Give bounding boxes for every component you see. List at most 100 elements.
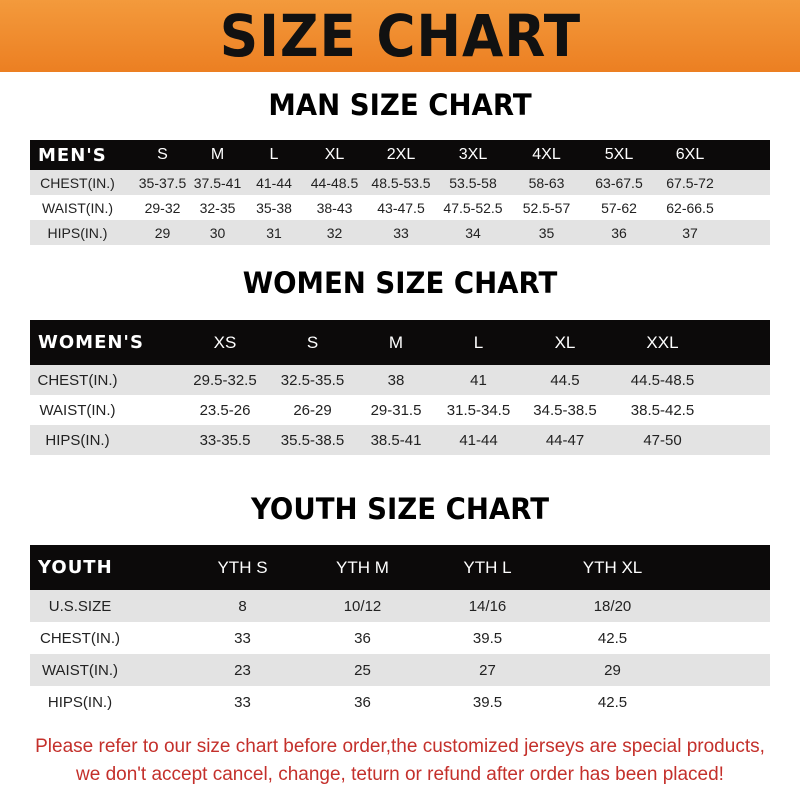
table-cell: 36 bbox=[354, 629, 371, 647]
table-cell: 31.5-34.5 bbox=[446, 401, 511, 419]
table-cell: 33-35.5 bbox=[199, 431, 251, 449]
table-cell: 39.5 bbox=[472, 693, 503, 711]
table-cell: 67.5-72 bbox=[666, 174, 714, 191]
size-column-header: YTH L bbox=[463, 557, 512, 577]
table-cell: 35.5-38.5 bbox=[280, 431, 345, 449]
table-cell: 58-63 bbox=[528, 174, 565, 191]
table-cell: 35-37.5 bbox=[138, 174, 187, 191]
row-label: CHEST(IN.) bbox=[37, 371, 118, 389]
table-header-row: MEN'S S M L XL 2XL 3XL 4XL 5XL 6XL bbox=[30, 140, 770, 170]
table-header-row: YOUTH YTH S YTH M YTH L YTH XL bbox=[30, 545, 770, 590]
table-cell: 42.5 bbox=[597, 629, 628, 647]
size-column-header: L bbox=[269, 146, 279, 163]
table-cell: 44-47 bbox=[545, 431, 585, 449]
table-cell: 39.5 bbox=[472, 629, 503, 647]
table-row: HIPS(IN.) 33-35.5 35.5-38.5 38.5-41 41-44 44-… bbox=[30, 425, 770, 455]
table-cell: 38 bbox=[387, 371, 405, 389]
table-cell: 29.5-32.5 bbox=[193, 371, 257, 389]
men-size-table: MEN'S S M L XL 2XL 3XL 4XL 5XL 6XL CHEST(IN.) 35-37… bbox=[30, 140, 770, 245]
table-cell: 62-66.5 bbox=[666, 199, 714, 216]
table-cell: 36 bbox=[611, 224, 627, 241]
title-banner: SIZE CHART bbox=[0, 0, 800, 72]
table-cell: 32 bbox=[326, 224, 343, 241]
table-cell: 44.5-48.5 bbox=[630, 371, 695, 389]
youth-section-title: YOUTH SIZE CHART bbox=[250, 492, 550, 526]
table-cell: 41-44 bbox=[459, 431, 498, 449]
table-cell: 31 bbox=[266, 224, 282, 241]
notice-line-1: Please refer to our size chart before or… bbox=[35, 736, 765, 757]
table-cell: 14/16 bbox=[468, 597, 507, 615]
women-size-table: WOMEN'S XS S M L XL XXL CHEST(IN.) 29.5-32.5 32.5… bbox=[30, 320, 770, 455]
table-cell: 57-62 bbox=[601, 199, 637, 216]
row-label: HIPS(IN.) bbox=[47, 224, 108, 241]
table-cell: 42.5 bbox=[597, 693, 628, 711]
table-cell: 38.5-41 bbox=[370, 431, 422, 449]
table-row: U.S.SIZE 8 10/12 14/16 18/20 bbox=[30, 590, 770, 622]
size-column-header: XL bbox=[324, 146, 345, 163]
men-section-title: MAN SIZE CHART bbox=[268, 88, 532, 122]
row-label: U.S.SIZE bbox=[48, 597, 112, 615]
table-header-label: WOMEN'S bbox=[38, 332, 144, 353]
table-cell: 34.5-38.5 bbox=[533, 401, 597, 419]
table-cell: 47.5-52.5 bbox=[443, 199, 503, 216]
size-column-header: XL bbox=[554, 332, 576, 352]
table-cell: 26-29 bbox=[293, 401, 332, 419]
table-header-label: YOUTH bbox=[38, 557, 113, 578]
size-column-header: M bbox=[388, 332, 404, 352]
table-cell: 44.5 bbox=[550, 371, 580, 389]
table-cell: 29 bbox=[154, 224, 171, 241]
table-cell: 41 bbox=[470, 371, 487, 389]
table-cell: 48.5-53.5 bbox=[371, 174, 431, 191]
table-cell: 29-32 bbox=[144, 199, 181, 216]
page-title: SIZE CHART bbox=[219, 2, 581, 70]
table-row: WAIST(IN.) 23 25 27 29 bbox=[30, 654, 770, 686]
table-cell: 8 bbox=[238, 597, 247, 615]
table-cell: 35 bbox=[538, 224, 555, 241]
table-cell: 25 bbox=[354, 661, 371, 679]
table-cell: 36 bbox=[354, 693, 371, 711]
size-column-header: 3XL bbox=[458, 146, 488, 163]
table-cell: 23 bbox=[234, 661, 251, 679]
table-cell: 32-35 bbox=[199, 199, 236, 216]
size-column-header: 6XL bbox=[675, 146, 705, 163]
size-column-header: 4XL bbox=[532, 146, 561, 163]
size-column-header: S bbox=[306, 332, 319, 352]
size-column-header: 5XL bbox=[604, 146, 634, 163]
table-cell: 63-67.5 bbox=[595, 174, 643, 191]
youth-size-table: YOUTH YTH S YTH M YTH L YTH XL U.S.SIZE 8 10/12… bbox=[30, 545, 770, 718]
table-cell: 37 bbox=[682, 224, 698, 241]
row-label: HIPS(IN.) bbox=[45, 431, 110, 449]
size-column-header: YTH XL bbox=[582, 557, 643, 577]
row-label: WAIST(IN.) bbox=[39, 401, 116, 419]
table-cell: 43-47.5 bbox=[377, 199, 425, 216]
table-row: CHEST(IN.) 35-37.5 37.5-41 41-44 44-48.5 48.5… bbox=[30, 170, 770, 195]
table-cell: 47-50 bbox=[643, 431, 682, 449]
table-cell: 27 bbox=[479, 661, 496, 679]
table-cell: 23.5-26 bbox=[199, 401, 251, 419]
table-row: HIPS(IN.) 29 30 31 32 33 34 35 36 37 bbox=[30, 220, 770, 245]
table-cell: 34 bbox=[465, 224, 481, 241]
table-cell: 32.5-35.5 bbox=[280, 371, 345, 389]
size-column-header: YTH M bbox=[336, 557, 389, 577]
size-column-header: YTH S bbox=[217, 557, 268, 577]
table-cell: 29-31.5 bbox=[370, 401, 422, 419]
table-cell: 52.5-57 bbox=[522, 199, 571, 216]
size-column-header: M bbox=[210, 146, 225, 163]
table-cell: 33 bbox=[393, 224, 409, 241]
table-header-row: WOMEN'S XS S M L XL XXL bbox=[30, 320, 770, 365]
table-cell: 18/20 bbox=[593, 597, 632, 615]
row-label: HIPS(IN.) bbox=[47, 693, 113, 711]
table-cell: 35-38 bbox=[256, 199, 292, 216]
notice-line-2: we don't accept cancel, change, teturn o… bbox=[76, 764, 724, 785]
table-row: CHEST(IN.) 29.5-32.5 32.5-35.5 38 41 44.5 44.5… bbox=[30, 365, 770, 395]
table-cell: 41-44 bbox=[256, 174, 292, 191]
table-cell: 33 bbox=[234, 693, 251, 711]
table-cell: 53.5-58 bbox=[449, 174, 497, 191]
table-cell: 30 bbox=[209, 224, 226, 241]
table-cell: 38-43 bbox=[316, 199, 353, 216]
size-column-header: 2XL bbox=[386, 146, 416, 163]
table-row: CHEST(IN.) 33 36 39.5 42.5 bbox=[30, 622, 770, 654]
size-column-header: XS bbox=[213, 332, 237, 352]
row-label: CHEST(IN.) bbox=[40, 629, 120, 647]
table-row: WAIST(IN.) 29-32 32-35 35-38 38-43 43-47.5 47.… bbox=[30, 195, 770, 220]
